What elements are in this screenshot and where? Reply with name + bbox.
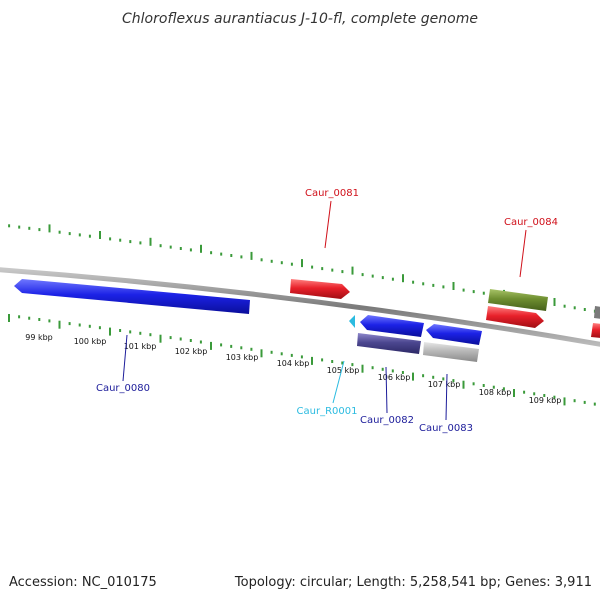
tick-labels: 99 kbp 100 kbp 101 kbp 102 kbp 103 kbp 1… — [25, 333, 561, 405]
leader-caur-0083 — [445, 373, 448, 421]
gene-caur-0083[interactable] — [426, 324, 482, 345]
leader-caur-0081 — [324, 200, 332, 249]
outer-tick-track — [8, 224, 596, 313]
label-leaders — [122, 200, 527, 421]
leader-caur-0082 — [385, 366, 388, 414]
leader-caur-0080 — [122, 334, 128, 382]
tick-label: 102 kbp — [175, 347, 208, 356]
gene-label-caur-r0001[interactable]: Caur_R0001 — [297, 406, 358, 417]
leader-caur-0084 — [519, 229, 527, 278]
tick-label: 109 kbp — [529, 396, 562, 405]
accession-text: Accession: NC_010175 — [9, 575, 157, 590]
tick-label: 103 kbp — [226, 353, 259, 362]
tick-label: 107 kbp — [428, 380, 461, 389]
tick-label: 105 kbp — [327, 366, 360, 375]
gene-labels: Caur_0081 Caur_0084 Caur_0080 Caur_R0001… — [96, 188, 558, 434]
gene-partial-grey[interactable] — [594, 306, 600, 319]
inner-tick-track — [8, 314, 596, 406]
gene-caur-0084[interactable] — [486, 306, 544, 328]
gene-caur-r0001[interactable] — [349, 315, 355, 328]
gene-caur-0082[interactable] — [360, 315, 424, 337]
gene-caur-0084-category[interactable] — [488, 289, 548, 311]
tick-label: 108 kbp — [479, 388, 512, 397]
gene-label-caur-0083[interactable]: Caur_0083 — [419, 423, 473, 434]
genome-summary-text: Topology: circular; Length: 5,258,541 bp… — [234, 575, 592, 590]
gene-features — [14, 279, 600, 362]
gene-caur-0082-category[interactable] — [357, 333, 421, 354]
tick-label: 100 kbp — [74, 337, 107, 346]
genome-backbone — [0, 267, 600, 347]
gene-label-caur-0081[interactable]: Caur_0081 — [305, 188, 359, 199]
map-title: Chloroflexus aurantiacus J-10-fl, comple… — [122, 11, 478, 27]
gene-label-caur-0080[interactable]: Caur_0080 — [96, 383, 150, 394]
gene-partial-red[interactable] — [591, 323, 600, 338]
tick-label: 104 kbp — [277, 359, 310, 368]
gene-caur-0083-category[interactable] — [423, 342, 479, 362]
gene-label-caur-0082[interactable]: Caur_0082 — [360, 415, 414, 426]
gene-label-caur-0084[interactable]: Caur_0084 — [504, 217, 558, 228]
leader-caur-r0001 — [332, 360, 345, 404]
tick-label: 99 kbp — [25, 333, 53, 342]
gene-caur-0080[interactable] — [14, 279, 250, 314]
gene-caur-0081[interactable] — [290, 279, 350, 299]
tick-label: 101 kbp — [124, 342, 157, 351]
tick-label: 106 kbp — [378, 373, 411, 382]
